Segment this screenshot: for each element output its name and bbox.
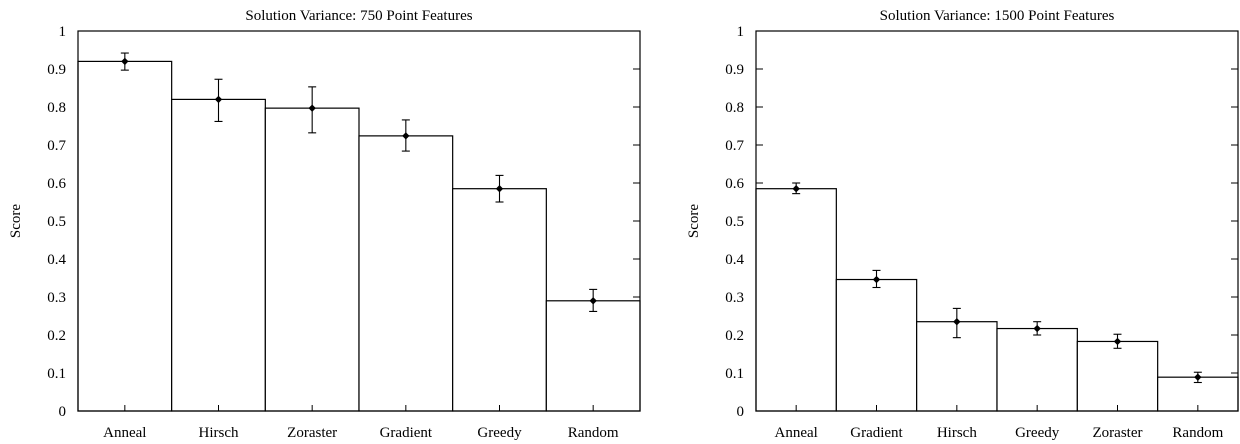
y-tick-label: 0.8: [725, 100, 744, 116]
x-tick-label: Hirsch: [937, 425, 977, 441]
data-point: [214, 95, 223, 104]
y-tick-label: 0.2: [47, 328, 66, 344]
x-tick-label: Random: [568, 425, 619, 441]
plot-frame: [755, 30, 1239, 412]
bar-random: [545, 300, 641, 412]
y-tick-label: 0.4: [47, 252, 66, 268]
x-tick-label: Anneal: [103, 425, 146, 441]
y-tick-label: 0.1: [47, 366, 66, 382]
x-tick-label: Zoraster: [287, 425, 337, 441]
y-tick-label: 0.8: [47, 100, 66, 116]
x-tick-label: Random: [1172, 425, 1223, 441]
x-tick-label: Anneal: [775, 425, 818, 441]
y-tick-label: 0.6: [47, 176, 66, 192]
data-point: [953, 318, 961, 326]
y-tick-label: 0.7: [47, 138, 66, 154]
y-tick-label: 1: [737, 24, 745, 40]
bar-anneal: [77, 60, 173, 412]
y-axis-label: Score: [8, 204, 24, 238]
x-tick-label: Greedy: [477, 425, 522, 441]
y-tick-label: 0.2: [725, 328, 744, 344]
bar-greedy: [452, 188, 547, 412]
chart-title: Solution Variance: 750 Point Features: [245, 8, 472, 24]
bar-anneal: [755, 188, 837, 412]
y-tick-label: 0.5: [47, 214, 66, 230]
y-tick-label: 0.9: [47, 62, 66, 78]
y-tick-label: 0.6: [725, 176, 744, 192]
y-tick-label: 0.9: [725, 62, 744, 78]
y-axis-label: Score: [686, 204, 702, 238]
y-tick-label: 0: [737, 404, 745, 420]
plot-frame: [77, 30, 641, 412]
bar-hirsch: [171, 98, 266, 412]
y-tick-label: 1: [59, 24, 67, 40]
bar-zoraster: [1076, 340, 1159, 412]
bar-gradient: [358, 135, 454, 412]
bar-greedy: [996, 327, 1078, 412]
chart-750-point-features: Solution Variance: 750 Point Features Sco…: [8, 8, 641, 441]
y-tick-label: 0: [59, 404, 67, 420]
chart-1500-point-features: Solution Variance: 1500 Point Features Sc…: [686, 8, 1239, 441]
bar-zoraster: [264, 107, 360, 412]
y-tick-label: 0.3: [47, 290, 66, 306]
data-point: [402, 132, 410, 140]
y-tick-label: 0.4: [725, 252, 744, 268]
y-tick-label: 0.3: [725, 290, 744, 306]
bar-gradient: [835, 278, 918, 412]
data-point: [589, 297, 597, 305]
y-tick-label: 0.7: [725, 138, 744, 154]
y-tick-label: 0.5: [725, 214, 744, 230]
chart-title: Solution Variance: 1500 Point Features: [880, 8, 1115, 24]
data-point: [792, 185, 800, 193]
y-tick-label: 0.1: [725, 366, 744, 382]
data-point: [1194, 373, 1202, 381]
x-tick-label: Greedy: [1015, 425, 1060, 441]
data-point: [872, 275, 881, 284]
x-tick-label: Zoraster: [1093, 425, 1143, 441]
x-tick-label: Hirsch: [199, 425, 239, 441]
x-tick-label: Gradient: [850, 425, 903, 441]
x-tick-label: Gradient: [380, 425, 433, 441]
